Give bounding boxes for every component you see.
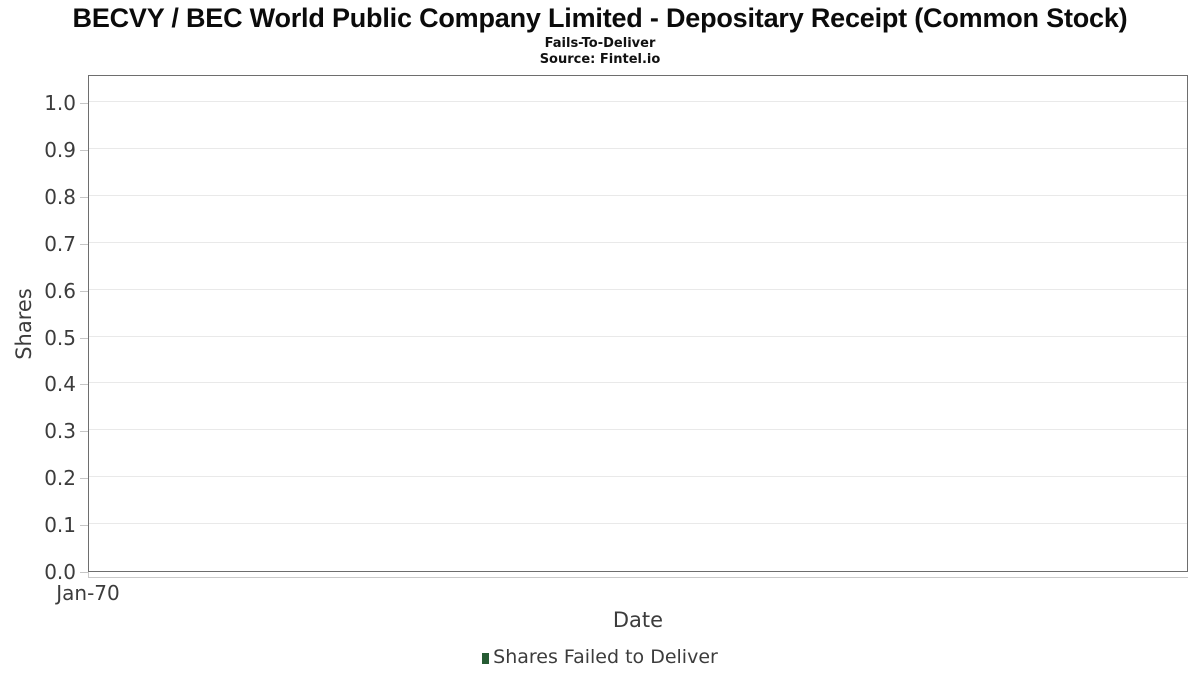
y-tick-label: 0.4: [44, 372, 76, 397]
chart-subtitle: Fails-To-Deliver: [544, 36, 656, 51]
chart-title: BECVY / BEC World Public Company Limited…: [72, 3, 1128, 33]
gridline: [89, 101, 1187, 103]
y-tick-mark: [80, 384, 88, 386]
gridline: [89, 148, 1187, 150]
y-tick-label: 0.9: [44, 138, 76, 163]
legend-marker-icon: [482, 652, 490, 664]
x-axis-tick-mark: [88, 572, 89, 578]
y-tick-label: 1.0: [44, 91, 76, 116]
y-tick-mark: [80, 196, 88, 198]
x-axis-line: [88, 577, 1188, 578]
gridline: [89, 194, 1187, 196]
y-tick-mark: [80, 150, 88, 152]
y-tick-label: 0.7: [44, 231, 76, 256]
gridline: [89, 288, 1187, 290]
gridline: [89, 429, 1187, 431]
y-tick-label: 0.5: [44, 325, 76, 350]
gridline: [89, 476, 1187, 478]
gridline: [89, 523, 1187, 525]
y-tick-label: 0.8: [44, 184, 76, 209]
y-tick-mark: [80, 243, 88, 245]
plot-area: [88, 75, 1188, 572]
gridline: [89, 335, 1187, 337]
y-tick-mark: [80, 478, 88, 480]
legend-label: Shares Failed to Deliver: [493, 646, 718, 668]
x-tick-label: Jan-70: [56, 581, 120, 605]
y-tick-mark: [80, 337, 88, 339]
y-tick-label: 0.2: [44, 466, 76, 491]
legend-item-shares-failed-to-deliver[interactable]: Shares Failed to Deliver: [0, 646, 1200, 668]
y-tick-mark: [80, 103, 88, 105]
y-tick-mark: [80, 431, 88, 433]
y-tick-mark: [80, 290, 88, 292]
chart-source-label: Source: Fintel.io: [539, 52, 661, 67]
gridline: [89, 241, 1187, 243]
x-axis-title: Date: [612, 608, 664, 632]
y-axis-title: Shares: [12, 288, 36, 360]
gridline: [89, 382, 1187, 384]
y-tick-label: 0.1: [44, 513, 76, 538]
y-tick-mark: [80, 525, 88, 527]
y-tick-label: 0.0: [44, 560, 76, 584]
y-tick-label: 0.3: [44, 419, 76, 444]
y-tick-mark: [80, 572, 88, 573]
y-tick-label: 0.6: [44, 278, 76, 303]
